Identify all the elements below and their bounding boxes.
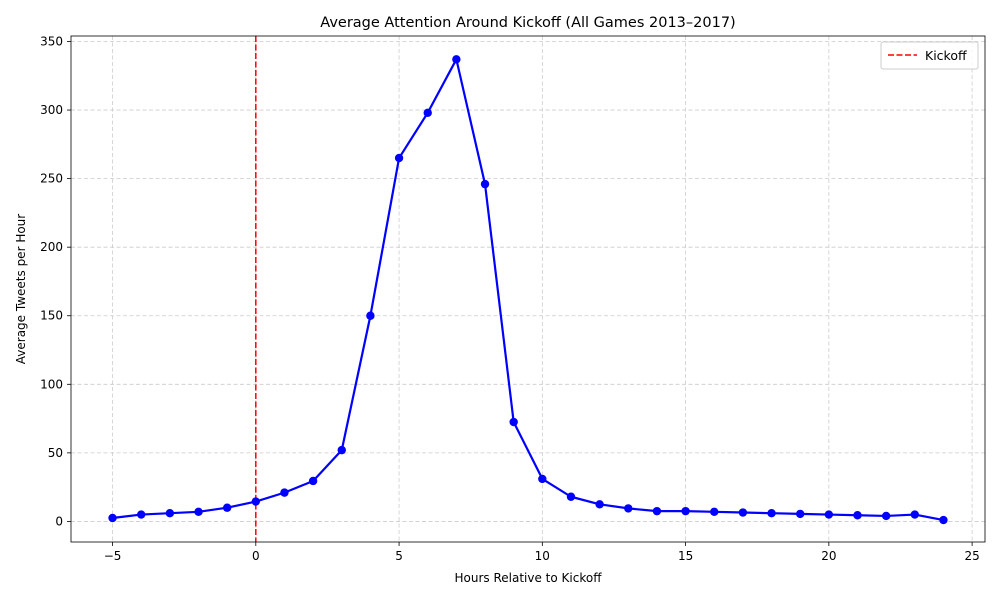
data-point <box>509 417 518 427</box>
plot-frame <box>70 35 986 543</box>
data-point <box>595 500 604 509</box>
x-tick-label: 10 <box>535 549 550 563</box>
data-point <box>136 510 146 519</box>
legend: Kickoff <box>880 41 979 70</box>
legend-kickoff-label: Kickoff <box>925 48 967 63</box>
grid-layer <box>71 36 985 542</box>
x-tick-label: 20 <box>821 549 836 563</box>
data-point <box>767 509 776 518</box>
axes-layer <box>70 35 986 543</box>
y-tick-label: 50 <box>48 446 63 460</box>
data-point <box>222 503 232 512</box>
data-point <box>452 55 461 64</box>
data-point <box>652 506 662 516</box>
data-point <box>308 476 318 486</box>
data-point <box>337 445 346 455</box>
data-point <box>251 497 261 506</box>
y-tick-label: 200 <box>40 240 63 254</box>
data-point <box>108 513 117 523</box>
x-tick-label: −5 <box>104 549 122 563</box>
data-point <box>566 492 576 501</box>
data-point <box>165 509 175 518</box>
series-layer <box>108 55 948 525</box>
y-tick-label: 0 <box>55 514 63 528</box>
x-tick-label: 25 <box>964 549 979 563</box>
data-point <box>280 488 289 497</box>
legend-box <box>880 41 979 70</box>
data-point <box>681 506 690 516</box>
y-tick-label: 250 <box>40 172 63 186</box>
x-tick-label: 0 <box>252 549 260 563</box>
data-point <box>194 507 203 517</box>
y-tick-label: 350 <box>40 34 63 48</box>
series-line <box>112 58 944 522</box>
data-point <box>710 507 719 517</box>
data-point <box>824 510 834 519</box>
data-point <box>881 511 891 521</box>
data-point <box>423 108 432 117</box>
chart-title: Average Attention Around Kickoff (All Ga… <box>320 15 735 31</box>
x-axis-label: Hours Relative to Kickoff <box>455 571 603 585</box>
data-point <box>795 509 805 519</box>
x-tick-label: 5 <box>395 549 403 563</box>
data-point <box>624 504 633 513</box>
data-point <box>853 511 862 520</box>
data-point <box>394 153 404 163</box>
data-point <box>480 179 490 189</box>
y-tick-label: 100 <box>40 377 63 391</box>
data-point <box>538 474 547 484</box>
data-point <box>738 508 748 517</box>
x-tick-label: 15 <box>678 549 693 563</box>
y-tick-label: 300 <box>40 103 63 117</box>
data-point <box>939 515 948 525</box>
data-point <box>366 311 375 320</box>
data-point <box>910 510 920 519</box>
y-tick-label: 150 <box>40 309 63 323</box>
y-axis-label: Average Tweets per Hour <box>14 214 28 365</box>
